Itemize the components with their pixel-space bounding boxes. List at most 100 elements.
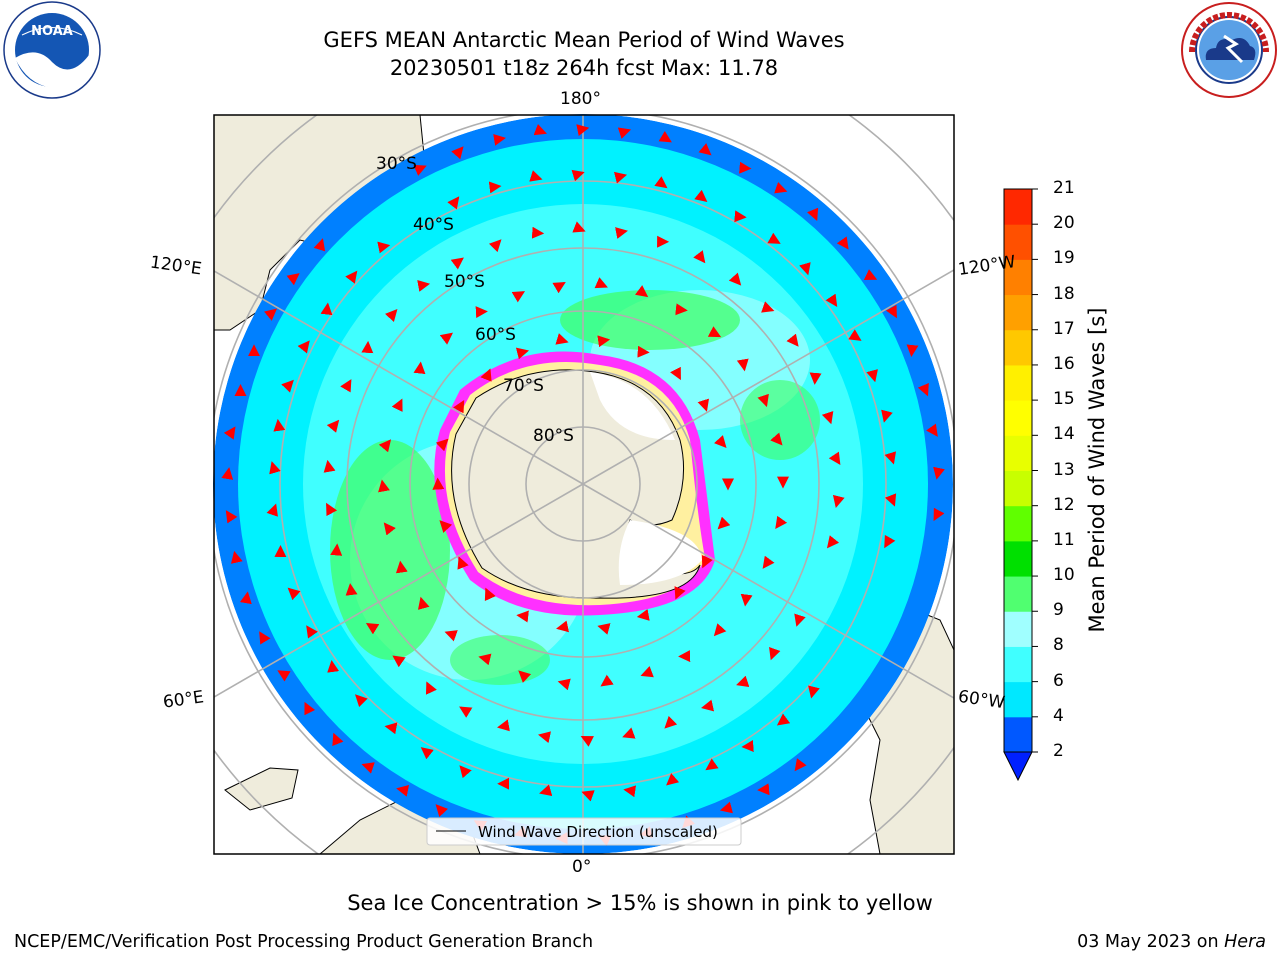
wave-vector (707, 326, 722, 338)
wave-vector (794, 758, 807, 772)
wave-vector (439, 332, 453, 345)
wave-vector (273, 418, 286, 432)
madagascar-land (224, 767, 299, 811)
colorbar-band (1004, 505, 1032, 542)
chart-title: GEFS MEAN Antarctic Mean Period of Wind … (323, 28, 845, 52)
wave-vector (701, 554, 713, 569)
noaa-logo: NOAA (3, 1, 101, 99)
colorbar-band (1004, 224, 1032, 260)
wave-vector (413, 361, 426, 375)
colorbar-band (1004, 611, 1032, 647)
colorbar-band (1004, 716, 1032, 753)
lat-label-50: 50°S (444, 272, 485, 292)
wave-vector (770, 432, 783, 446)
footer-date-text: 03 May 2023 on (1077, 932, 1225, 952)
colorbar-tick-label: 14 (1053, 424, 1075, 445)
wave-vector (269, 461, 281, 475)
wave-vector (493, 133, 506, 146)
footer-credit: NCEP/EMC/Verification Post Processing Pr… (14, 932, 594, 952)
wave-vector (825, 293, 838, 307)
wave-vector (775, 515, 788, 530)
wave-vector (396, 784, 410, 797)
wave-vector (281, 379, 294, 393)
wave-vector (664, 715, 678, 729)
wave-vector (286, 273, 300, 286)
sea-ice-note: Sea Ice Concentration > 15% is shown in … (347, 891, 933, 915)
footer-date: 03 May 2023 on Hera (1077, 932, 1266, 952)
wave-vector (866, 369, 878, 383)
wave-vector (701, 699, 715, 712)
wave-vector (698, 143, 712, 156)
wave-vector (378, 479, 390, 493)
wave-vector (539, 784, 553, 796)
wave-vector (457, 556, 469, 570)
wave-vector (617, 127, 632, 139)
nws-logo (1181, 2, 1277, 98)
wave-vector (557, 678, 571, 691)
wave-vector (594, 277, 608, 289)
wave-vector (320, 302, 333, 316)
colorbar-tick-label: 17 (1053, 318, 1075, 339)
wave-vector (384, 309, 398, 322)
wave-vector (786, 333, 799, 347)
wave-vector (581, 790, 595, 802)
wave-vector (444, 630, 458, 642)
wave-vector (580, 735, 595, 747)
wave-vector (552, 281, 566, 294)
wave-vector (326, 419, 340, 433)
colorbar-tick-label: 10 (1053, 565, 1075, 586)
wave-vector (640, 666, 654, 678)
wave-vector (666, 773, 680, 786)
wave-vector (323, 459, 336, 473)
wave-vector (277, 670, 291, 682)
colorbar-band (1004, 400, 1032, 436)
wave-vector (425, 681, 437, 695)
lat-label-40: 40°S (413, 215, 454, 235)
wave-vector (597, 335, 611, 348)
wave-vector (736, 358, 749, 372)
wave-vector (634, 285, 649, 298)
wave-vector (794, 613, 806, 627)
wave-vector (917, 382, 929, 397)
lat-label-80: 80°S (533, 426, 574, 446)
wave-vector (450, 257, 464, 270)
wave-vector (761, 301, 775, 313)
wave-vector (378, 439, 392, 453)
svg-text:NOAA: NOAA (31, 24, 73, 39)
wave-vector (757, 393, 769, 408)
wave-vector (384, 722, 398, 735)
colorbar-tick-label: 19 (1053, 248, 1075, 269)
wave-vector (623, 785, 637, 798)
wave-vector (556, 620, 569, 633)
wave-vector (516, 610, 529, 623)
wave-vector (459, 765, 472, 779)
wave-vector (555, 333, 569, 345)
wave-vector (459, 706, 473, 718)
wave-vector (304, 701, 316, 716)
wave-vector (740, 593, 753, 607)
map-frame (213, 114, 955, 855)
lat-label-60: 60°S (475, 325, 516, 345)
wave-vector (728, 272, 742, 286)
wave-vector (230, 550, 243, 564)
wave-vector (391, 398, 403, 412)
colorbar-tick-label: 11 (1053, 529, 1075, 550)
wave-vector (225, 510, 238, 524)
wave-vector (832, 494, 845, 508)
wave-vector (675, 303, 688, 316)
wave-vector (767, 232, 781, 244)
wave-vector (263, 308, 278, 321)
wave-vector (488, 181, 502, 194)
wave-vector (697, 398, 710, 412)
wave-vector (776, 713, 791, 726)
wave-vector (828, 451, 841, 465)
wave-vector (734, 210, 747, 223)
colorbar-band (1004, 189, 1032, 225)
colorbar-band (1004, 576, 1032, 612)
colorbar-band (1004, 470, 1032, 507)
colorbar-tick-label: 18 (1053, 283, 1075, 304)
wave-vector (326, 502, 338, 517)
wave-vector (392, 655, 406, 668)
wave-vector (674, 586, 686, 600)
